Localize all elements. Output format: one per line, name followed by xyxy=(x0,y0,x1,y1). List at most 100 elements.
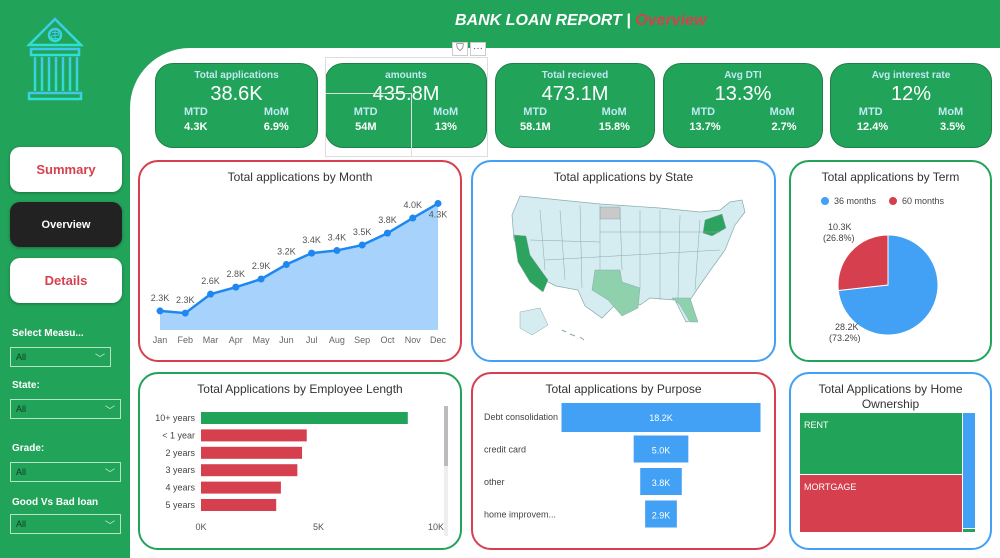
treemap-mortgage[interactable] xyxy=(800,475,962,532)
treemap-other[interactable] xyxy=(963,529,975,532)
data-point[interactable] xyxy=(156,307,164,315)
bar[interactable] xyxy=(201,429,307,442)
chart-title: Total Applications by Employee Length xyxy=(197,382,403,396)
data-point[interactable] xyxy=(409,214,417,222)
kpi-mom-value: 3.5% xyxy=(939,121,966,133)
kpi-mom-label: MoM xyxy=(263,106,289,118)
x-tick-label: Apr xyxy=(229,335,243,345)
x-tick-label: Dec xyxy=(430,335,447,345)
category-label: 2 years xyxy=(165,448,195,458)
treemap-rent[interactable] xyxy=(800,413,962,474)
focus-guide-line xyxy=(411,93,412,157)
category-label: 5 years xyxy=(165,500,195,510)
kpi-card-3[interactable]: Avg DTI 13.3% MTD MoM 13.7% 2.7% xyxy=(663,63,823,148)
pie-slice-60-months[interactable] xyxy=(837,234,889,292)
data-label: 3.4K xyxy=(328,232,347,242)
dropdown-value: All xyxy=(16,519,27,529)
data-point[interactable] xyxy=(358,241,366,249)
category-label: other xyxy=(484,477,505,487)
chevron-down-icon: ﹀ xyxy=(105,468,115,480)
kpi-mtd-label: MTD xyxy=(858,106,883,118)
kpi-card-4[interactable]: Avg interest rate 12% MTD MoM 12.4% 3.5% xyxy=(830,63,992,148)
state-alaska[interactable] xyxy=(519,307,549,336)
treemap-label: MORTGAGE xyxy=(804,482,856,492)
data-point[interactable] xyxy=(308,249,316,257)
legend-label: 36 months xyxy=(834,196,877,206)
bar[interactable] xyxy=(201,446,303,459)
kpi-mtd-label: MTD xyxy=(184,106,208,118)
chart-title: Total applications by Month xyxy=(227,170,373,184)
kpi-mtd-value: 13.7% xyxy=(689,121,721,133)
state-texas[interactable] xyxy=(591,269,641,317)
filter-grade-dropdown[interactable]: All ﹀ xyxy=(10,462,121,482)
data-point[interactable] xyxy=(257,275,265,283)
state-california[interactable] xyxy=(513,234,549,293)
bar[interactable] xyxy=(201,464,298,477)
kpi-mtd-value: 12.4% xyxy=(856,121,889,133)
legend-marker xyxy=(889,197,897,205)
data-point[interactable] xyxy=(383,229,391,237)
filter-measure-dropdown[interactable]: All ﹀ xyxy=(10,347,111,367)
kpi-mtd-value: 4.3K xyxy=(184,121,208,133)
chart-title: Total applications by Purpose xyxy=(545,382,702,396)
filter-loan-quality-dropdown[interactable]: All ﹀ xyxy=(10,514,121,534)
filter-state-dropdown[interactable]: All ﹀ xyxy=(10,399,121,419)
funnel-bar[interactable] xyxy=(633,435,689,463)
kpi-mom-value: 6.9% xyxy=(263,121,289,133)
chevron-down-icon: ﹀ xyxy=(105,405,115,417)
us-map[interactable] xyxy=(511,195,746,341)
kpi-card-1[interactable]: amounts 435.8M MTD MoM 54M 13% xyxy=(325,63,487,148)
nav-details-button[interactable]: Details xyxy=(10,258,122,303)
category-label: 10+ years xyxy=(155,413,195,423)
bar[interactable] xyxy=(201,499,277,511)
bar[interactable] xyxy=(201,412,408,424)
report-title: BANK LOAN REPORT | Overview xyxy=(455,12,706,30)
state-florida[interactable] xyxy=(671,297,699,323)
data-point[interactable] xyxy=(282,260,290,268)
more-options-icon[interactable]: ··· xyxy=(470,42,486,56)
pie-value-label: 28.2K xyxy=(835,322,859,332)
kpi-value: 12% xyxy=(890,83,932,105)
data-point[interactable] xyxy=(434,199,442,207)
nav-summary-button[interactable]: Summary xyxy=(10,147,122,192)
category-label: home improvem... xyxy=(484,510,556,520)
state-north-dakota[interactable] xyxy=(599,206,621,220)
data-label: 3.8K xyxy=(378,215,397,225)
chart-title: Total applications by Term xyxy=(821,170,960,184)
funnel-bar[interactable] xyxy=(640,468,682,495)
state-hawaii[interactable] xyxy=(561,329,585,341)
legend-marker xyxy=(821,197,829,205)
data-point[interactable] xyxy=(333,246,341,254)
kpi-title: Total applications xyxy=(194,70,279,81)
x-tick-label: Jul xyxy=(306,335,318,345)
funnel-bar[interactable] xyxy=(561,403,761,432)
nav-overview-button[interactable]: Overview xyxy=(10,202,122,247)
x-tick-label: Nov xyxy=(405,335,422,345)
kpi-card-2[interactable]: Total recieved 473.1M MTD MoM 58.1M 15.8% xyxy=(495,63,655,148)
kpi-title: Total recieved xyxy=(541,70,609,81)
data-point[interactable] xyxy=(181,309,189,317)
data-point[interactable] xyxy=(232,283,240,291)
x-tick-label: Feb xyxy=(178,335,194,345)
bar[interactable] xyxy=(201,481,281,494)
x-tick-label: May xyxy=(253,335,271,345)
x-tick-label: Sep xyxy=(354,335,370,345)
data-point[interactable] xyxy=(207,290,215,298)
data-label: 2.9K xyxy=(652,511,671,521)
filter-icon[interactable]: ⛉ xyxy=(452,42,468,56)
treemap-own[interactable] xyxy=(963,413,975,528)
scrollbar-track[interactable] xyxy=(444,406,448,536)
pie-pct-label: (73.2%) xyxy=(829,333,861,343)
data-label: 2.6K xyxy=(201,276,220,286)
kpi-mom-label: MoM xyxy=(601,106,627,118)
focus-guide-line xyxy=(325,93,411,94)
kpi-card-0[interactable]: Total applications 38.6K MTD MoM 4.3K 6.9% xyxy=(155,63,318,148)
kpi-mtd-label: MTD xyxy=(691,106,716,118)
category-label: 3 years xyxy=(165,465,195,475)
x-tick-label: Aug xyxy=(329,335,345,345)
data-label: 2.8K xyxy=(227,269,246,279)
kpi-mtd-label: MTD xyxy=(523,106,548,118)
funnel-bar[interactable] xyxy=(645,500,677,528)
scrollbar-thumb[interactable] xyxy=(444,406,448,466)
